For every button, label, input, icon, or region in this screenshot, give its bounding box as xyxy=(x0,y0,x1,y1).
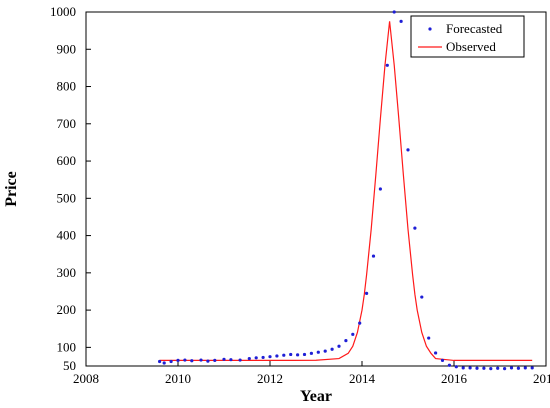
y-tick-label: 700 xyxy=(57,116,77,131)
observed-series-line xyxy=(159,21,533,362)
forecasted-point xyxy=(399,19,403,23)
forecasted-point xyxy=(371,254,376,258)
forecasted-point xyxy=(489,367,493,371)
forecasted-point xyxy=(213,358,217,363)
forecasted-point xyxy=(475,366,479,370)
forecasted-point xyxy=(496,366,500,370)
forecasted-point xyxy=(468,366,472,370)
forecasted-point xyxy=(162,361,166,365)
y-tick-label: 800 xyxy=(57,79,77,94)
forecasted-point xyxy=(447,363,451,367)
forecasted-point xyxy=(392,10,396,14)
forecasted-point xyxy=(509,366,514,370)
y-tick-label: 600 xyxy=(57,153,77,168)
forecasted-point xyxy=(238,358,242,362)
forecasted-point xyxy=(461,366,465,370)
y-axis-label: Price xyxy=(3,171,20,207)
forecasted-point xyxy=(190,359,194,363)
x-tick-label: 2014 xyxy=(349,371,376,386)
y-tick-label: 900 xyxy=(57,41,77,56)
forecasted-point xyxy=(516,366,521,370)
forecasted-point xyxy=(358,321,362,325)
forecasted-point xyxy=(503,367,507,371)
forecasted-series-points xyxy=(158,10,534,371)
y-tick-label: 500 xyxy=(57,190,77,205)
forecasted-point xyxy=(183,358,187,362)
forecasted-point xyxy=(296,353,300,357)
forecasted-point xyxy=(530,366,534,370)
forecasted-point xyxy=(413,226,417,230)
forecasted-point xyxy=(365,291,369,295)
x-tick-label: 2008 xyxy=(73,371,99,386)
forecasted-point xyxy=(351,332,355,336)
forecasted-point xyxy=(378,187,382,191)
y-tick-label: 400 xyxy=(57,228,77,243)
forecasted-point xyxy=(302,352,307,357)
y-tick-label: 200 xyxy=(57,302,77,317)
x-tick-label: 2012 xyxy=(257,371,283,386)
x-tick-label: 2018 xyxy=(533,371,550,386)
legend: Forecasted Observed xyxy=(410,15,525,58)
forecasted-point xyxy=(169,359,173,364)
forecasted-point xyxy=(229,358,233,362)
forecasted-point xyxy=(316,350,320,354)
forecasted-point xyxy=(385,63,389,67)
y-axis-ticks: 50 100 200 300 400 500 600 700 800 900 1000 xyxy=(50,4,91,373)
forecasted-point xyxy=(222,357,226,361)
forecasted-point xyxy=(268,355,272,359)
y-tick-label: 50 xyxy=(63,358,76,373)
forecasted-point xyxy=(420,295,424,299)
forecasted-point xyxy=(440,358,445,363)
forecasted-point xyxy=(427,336,431,340)
x-axis-ticks: 2008 2010 2012 2014 2016 2018 xyxy=(73,361,550,386)
forecasted-point xyxy=(275,354,279,358)
y-tick-label: 1000 xyxy=(50,4,76,19)
forecasted-point xyxy=(454,365,458,369)
forecasted-point xyxy=(176,358,180,363)
forecasted-point xyxy=(206,359,210,363)
forecasted-point xyxy=(254,356,258,360)
y-tick-label: 300 xyxy=(57,265,77,280)
x-axis-label: Year xyxy=(300,388,332,405)
forecasted-point xyxy=(247,356,251,361)
forecasted-point xyxy=(406,148,410,152)
forecasted-point xyxy=(482,366,486,370)
forecasted-point xyxy=(309,351,313,355)
legend-forecasted-marker xyxy=(428,27,432,31)
forecasted-point xyxy=(261,355,265,360)
forecasted-point xyxy=(337,344,341,348)
forecasted-point xyxy=(523,366,527,370)
plot-frame xyxy=(85,11,547,367)
y-tick-label: 100 xyxy=(57,339,77,354)
legend-forecasted-label: Forecasted xyxy=(446,21,503,36)
forecasted-point xyxy=(344,339,348,343)
forecasted-point xyxy=(158,359,162,364)
forecasted-point xyxy=(282,353,286,357)
legend-observed-label: Observed xyxy=(446,39,496,54)
forecasted-point xyxy=(434,351,438,355)
forecasted-point xyxy=(199,358,203,362)
forecasted-point xyxy=(289,352,293,357)
x-tick-label: 2010 xyxy=(165,371,191,386)
x-tick-label: 2016 xyxy=(441,371,468,386)
forecasted-point xyxy=(330,347,334,351)
forecasted-point xyxy=(323,349,327,353)
legend-box xyxy=(410,15,525,58)
